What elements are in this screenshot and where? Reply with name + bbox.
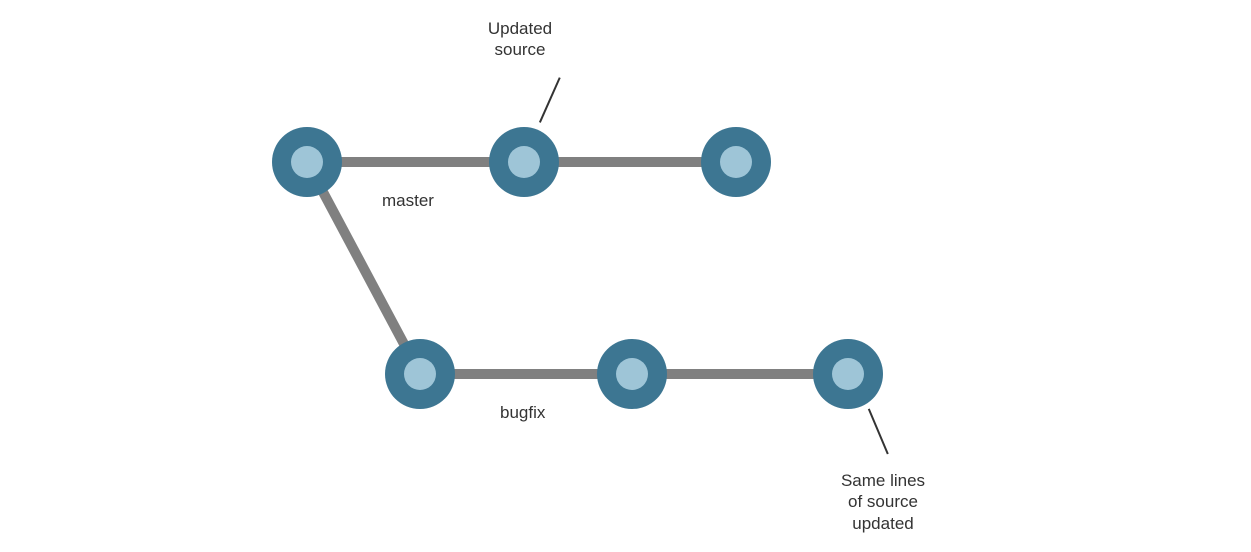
annotation-pointer-0 bbox=[539, 77, 560, 123]
annotation-updated-source: Updated source bbox=[488, 18, 552, 61]
annotation-same-lines: Same lines of source updated bbox=[841, 470, 925, 534]
git-branch-diagram: master bugfix Updated source Same lines of … bbox=[0, 0, 1251, 552]
commit-node-bugfix-2 bbox=[597, 339, 667, 409]
commit-node-bugfix-3 bbox=[813, 339, 883, 409]
annotation-pointer-1 bbox=[868, 408, 888, 454]
commit-node-root bbox=[272, 127, 342, 197]
branch-label-master: master bbox=[382, 190, 434, 211]
commit-node-master-3 bbox=[701, 127, 771, 197]
commit-node-bugfix-1 bbox=[385, 339, 455, 409]
branch-label-bugfix: bugfix bbox=[500, 402, 545, 423]
commit-node-master-2 bbox=[489, 127, 559, 197]
